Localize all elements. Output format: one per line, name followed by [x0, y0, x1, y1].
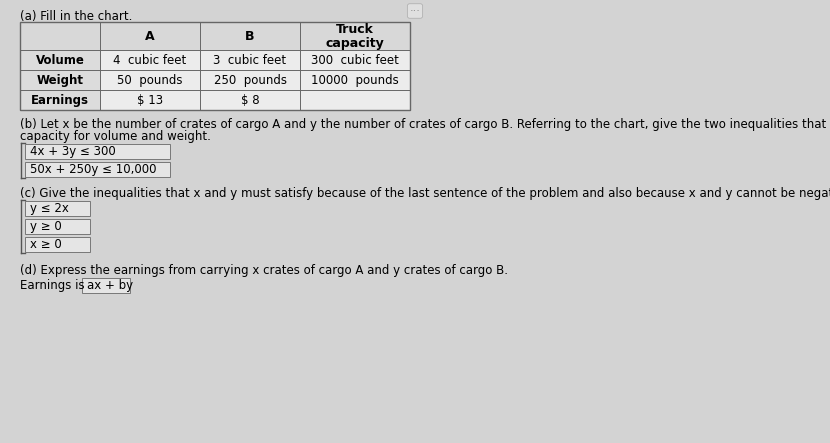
Text: (b) Let x be the number of crates of cargo A and y the number of crates of cargo: (b) Let x be the number of crates of car…	[20, 118, 830, 131]
Text: A: A	[145, 30, 155, 43]
Text: y ≥ 0: y ≥ 0	[30, 220, 61, 233]
Text: (d) Express the earnings from carrying x crates of cargo A and y crates of cargo: (d) Express the earnings from carrying x…	[20, 264, 508, 277]
Bar	[25, 144, 170, 159]
Text: 3  cubic feet: 3 cubic feet	[213, 54, 286, 66]
Bar	[100, 70, 200, 90]
Bar	[100, 22, 200, 50]
Text: $ 8: $ 8	[241, 93, 259, 106]
Text: 300  cubic feet: 300 cubic feet	[311, 54, 399, 66]
Bar	[20, 70, 100, 90]
Bar	[200, 22, 300, 50]
Bar	[20, 22, 410, 110]
Text: Volume: Volume	[36, 54, 85, 66]
Text: 250  pounds: 250 pounds	[213, 74, 286, 86]
Text: (a) Fill in the chart.: (a) Fill in the chart.	[20, 10, 132, 23]
Bar	[300, 50, 410, 70]
Text: Weight: Weight	[37, 74, 84, 86]
Text: 10000  pounds: 10000 pounds	[311, 74, 399, 86]
Bar	[25, 237, 90, 252]
Bar	[82, 278, 130, 293]
Bar	[100, 50, 200, 70]
Bar	[20, 22, 410, 110]
Bar	[20, 22, 100, 50]
Bar	[300, 22, 410, 50]
Bar	[300, 70, 410, 90]
Text: capacity for volume and weight.: capacity for volume and weight.	[20, 130, 211, 143]
Bar	[25, 162, 170, 177]
Bar	[20, 90, 100, 110]
Bar	[25, 219, 90, 234]
Text: ···: ···	[409, 6, 421, 16]
Text: Earnings: Earnings	[31, 93, 89, 106]
Bar	[100, 90, 200, 110]
Text: Truck
capacity: Truck capacity	[325, 23, 384, 50]
Text: (c) Give the inequalities that x and y must satisfy because of the last sentence: (c) Give the inequalities that x and y m…	[20, 187, 830, 200]
Bar	[300, 90, 410, 110]
Text: ax + by: ax + by	[87, 279, 133, 292]
Bar	[200, 90, 300, 110]
Text: y ≤ 2x: y ≤ 2x	[30, 202, 69, 215]
Bar	[20, 50, 100, 70]
Text: x ≥ 0: x ≥ 0	[30, 238, 61, 251]
Text: Earnings is: Earnings is	[20, 279, 88, 291]
Text: 4x + 3y ≤ 300: 4x + 3y ≤ 300	[30, 145, 115, 158]
Text: $ 13: $ 13	[137, 93, 163, 106]
Text: 50x + 250y ≤ 10,000: 50x + 250y ≤ 10,000	[30, 163, 157, 176]
Bar	[200, 70, 300, 90]
Text: 4  cubic feet: 4 cubic feet	[114, 54, 187, 66]
Text: B: B	[245, 30, 255, 43]
Text: 50  pounds: 50 pounds	[117, 74, 183, 86]
Bar	[200, 50, 300, 70]
Bar	[25, 201, 90, 216]
